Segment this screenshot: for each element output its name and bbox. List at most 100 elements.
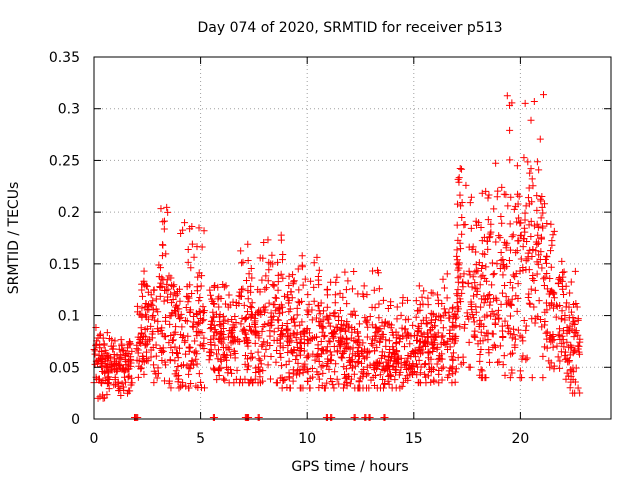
data-point xyxy=(484,245,492,253)
data-point xyxy=(465,363,473,371)
data-point xyxy=(91,360,99,368)
data-point xyxy=(418,333,426,341)
data-point xyxy=(158,357,166,365)
data-point xyxy=(247,349,255,357)
data-point xyxy=(225,345,233,353)
data-point xyxy=(341,327,349,335)
data-point xyxy=(245,362,253,370)
data-point xyxy=(324,315,332,323)
data-point xyxy=(214,295,222,303)
data-point xyxy=(157,205,165,213)
data-point xyxy=(363,333,371,341)
data-point xyxy=(330,334,338,342)
data-point xyxy=(541,273,549,281)
data-point xyxy=(471,327,479,335)
data-point xyxy=(474,267,482,275)
data-point xyxy=(258,342,266,350)
data-point xyxy=(525,299,533,307)
data-point xyxy=(337,325,345,333)
data-point xyxy=(289,377,297,385)
data-point xyxy=(433,345,441,353)
data-point xyxy=(274,316,282,324)
data-point xyxy=(452,315,460,323)
data-point xyxy=(409,321,417,329)
data-point xyxy=(445,308,453,316)
data-point xyxy=(134,373,142,381)
data-point xyxy=(560,268,568,276)
data-point xyxy=(369,341,377,349)
data-point xyxy=(575,348,583,356)
data-point xyxy=(241,329,249,337)
data-point xyxy=(283,319,291,327)
data-point xyxy=(367,340,375,348)
data-point xyxy=(156,264,164,272)
data-point xyxy=(393,347,401,355)
data-point xyxy=(207,349,215,357)
data-point xyxy=(503,300,511,308)
data-point xyxy=(463,309,471,317)
data-point xyxy=(517,255,525,263)
data-point xyxy=(222,282,230,290)
y-tick-label: 0.2 xyxy=(58,205,80,221)
data-point xyxy=(371,336,379,344)
data-point xyxy=(137,340,145,348)
data-point xyxy=(271,294,279,302)
data-point xyxy=(294,359,302,367)
y-tick-label: 0.35 xyxy=(49,50,80,66)
data-point xyxy=(537,233,545,241)
data-point xyxy=(299,362,307,370)
data-point xyxy=(493,260,501,268)
data-point xyxy=(219,330,227,338)
data-point xyxy=(516,232,524,240)
data-point xyxy=(305,300,313,308)
data-point xyxy=(364,369,372,377)
data-point xyxy=(293,329,301,337)
data-point xyxy=(243,355,251,363)
data-point xyxy=(438,376,446,384)
data-point xyxy=(242,330,250,338)
data-point xyxy=(521,209,529,217)
data-point xyxy=(565,358,573,366)
data-point xyxy=(266,327,274,335)
data-point xyxy=(158,324,166,332)
data-point xyxy=(211,341,219,349)
data-point xyxy=(547,247,555,255)
data-point xyxy=(237,247,245,255)
data-point xyxy=(381,318,389,326)
data-point xyxy=(229,324,237,332)
data-point xyxy=(516,332,524,340)
data-point xyxy=(279,274,287,282)
data-point xyxy=(259,367,267,375)
data-point xyxy=(251,329,259,337)
data-point xyxy=(389,349,397,357)
data-point xyxy=(333,375,341,383)
data-point xyxy=(158,252,166,260)
data-point xyxy=(566,322,574,330)
data-point xyxy=(272,358,280,366)
data-point xyxy=(160,225,168,233)
data-point xyxy=(192,355,200,363)
data-point xyxy=(439,324,447,332)
data-point xyxy=(468,245,476,253)
data-point xyxy=(393,315,401,323)
data-point xyxy=(159,347,167,355)
data-point xyxy=(486,291,494,299)
data-point xyxy=(563,324,571,332)
data-point xyxy=(509,284,517,292)
data-point xyxy=(317,318,325,326)
data-point xyxy=(258,327,266,335)
data-point xyxy=(304,352,312,360)
data-point xyxy=(449,355,457,363)
data-point xyxy=(500,352,508,360)
data-point xyxy=(221,376,229,384)
data-point xyxy=(331,299,339,307)
data-point xyxy=(487,220,495,228)
data-point xyxy=(195,370,203,378)
data-point xyxy=(228,369,236,377)
data-point xyxy=(348,328,356,336)
data-point xyxy=(422,373,430,381)
data-point xyxy=(510,331,518,339)
data-point xyxy=(299,369,307,377)
data-point xyxy=(538,264,546,272)
data-point xyxy=(348,357,356,365)
